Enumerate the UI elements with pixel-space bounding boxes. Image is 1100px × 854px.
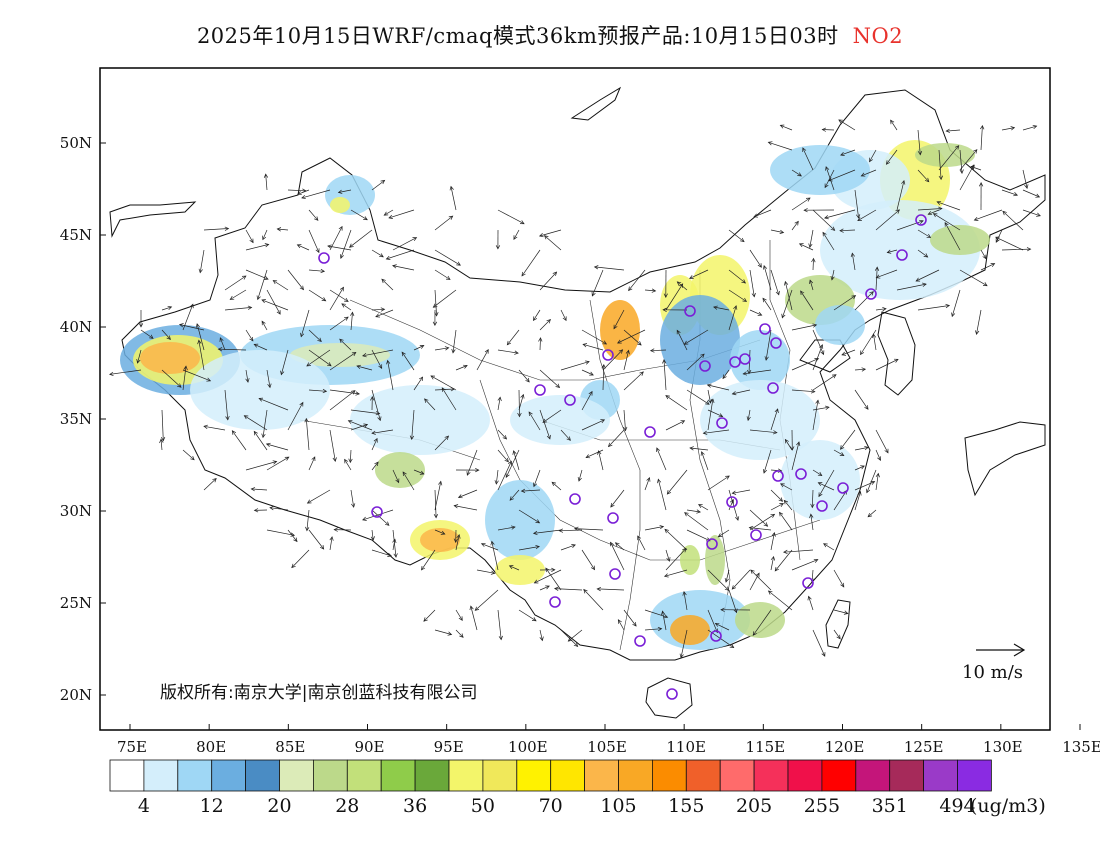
legend-swatch	[619, 760, 653, 791]
lat-tick-label: 25N	[60, 594, 92, 612]
legend-label: 155	[668, 795, 704, 817]
lon-tick-label: 85E	[275, 738, 305, 756]
concentration-patch	[915, 143, 975, 167]
legend-swatch	[110, 760, 144, 791]
legend-swatch	[280, 760, 314, 791]
lon-tick-label: 135E	[1062, 738, 1100, 756]
legend-swatch	[178, 760, 212, 791]
concentration-patch	[670, 615, 710, 645]
lon-tick-label: 125E	[904, 738, 944, 756]
legend-label: 50	[471, 795, 495, 817]
lon-tick-label: 90E	[354, 738, 384, 756]
concentration-patch	[420, 528, 460, 552]
legend-swatch	[212, 760, 246, 791]
legend-swatch	[551, 760, 585, 791]
legend-swatch	[449, 760, 483, 791]
lon-tick-label: 110E	[666, 738, 706, 756]
legend-swatch	[483, 760, 517, 791]
legend-swatch	[788, 760, 822, 791]
lon-tick-label: 105E	[587, 738, 627, 756]
latitude-axis: 50N 45N 40N 35N 30N 25N 20N	[60, 134, 106, 704]
legend-label: 20	[267, 795, 291, 817]
lat-tick-label: 20N	[60, 686, 92, 704]
wind-arrow	[519, 390, 520, 417]
wind-arrow	[540, 338, 541, 350]
lat-tick-label: 50N	[60, 134, 92, 152]
concentration-patch	[495, 555, 545, 585]
legend-label: 36	[403, 795, 427, 817]
legend-swatch	[924, 760, 958, 791]
lon-tick-label: 80E	[196, 738, 226, 756]
concentration-patch	[485, 480, 555, 560]
legend-unit: (ug/m3)	[970, 795, 1046, 817]
legend-swatch	[856, 760, 890, 791]
legend-label: 205	[736, 795, 772, 817]
legend-swatch	[652, 760, 686, 791]
legend-swatch	[313, 760, 347, 791]
lon-tick-label: 130E	[983, 738, 1023, 756]
lat-tick-label: 40N	[60, 318, 92, 336]
concentration-patch	[330, 197, 350, 213]
copyright-text: 版权所有:南京大学|南京创蓝科技有限公司	[160, 683, 477, 703]
concentration-patch	[815, 305, 865, 345]
lat-tick-label: 45N	[60, 226, 92, 244]
legend-label: 105	[600, 795, 636, 817]
lat-tick-label: 35N	[60, 410, 92, 428]
legend-swatch	[754, 760, 788, 791]
concentration-patch	[510, 395, 610, 445]
wind-reference-label: 10 m/s	[962, 662, 1023, 683]
lon-tick-label: 95E	[434, 738, 464, 756]
legend-swatch	[144, 760, 178, 791]
legend-swatch	[585, 760, 619, 791]
legend-label: 70	[539, 795, 563, 817]
concentration-patch	[780, 440, 860, 520]
legend-label: 12	[200, 795, 224, 817]
legend-label: 255	[804, 795, 840, 817]
legend-label: 28	[335, 795, 359, 817]
legend-swatch	[686, 760, 720, 791]
wind-arrow	[822, 130, 834, 131]
lat-tick-label: 30N	[60, 502, 92, 520]
legend-swatch	[720, 760, 754, 791]
legend-swatch	[822, 760, 856, 791]
concentration-patch	[375, 452, 425, 488]
legend-swatch	[890, 760, 924, 791]
legend-swatch	[958, 760, 992, 791]
legend-label: 351	[872, 795, 908, 817]
lon-tick-label: 115E	[746, 738, 786, 756]
concentration-patch	[735, 602, 785, 638]
lon-tick-label: 120E	[825, 738, 865, 756]
legend-swatch	[381, 760, 415, 791]
legend-swatch	[415, 760, 449, 791]
legend-swatch	[517, 760, 551, 791]
lon-tick-label: 75E	[117, 738, 147, 756]
wind-arrow	[813, 259, 814, 271]
concentration-patch	[350, 385, 490, 455]
legend-swatch	[347, 760, 381, 791]
legend-swatch	[246, 760, 280, 791]
concentration-patch	[140, 342, 200, 374]
lon-tick-label: 100E	[508, 738, 548, 756]
legend-label: 4	[138, 795, 150, 817]
